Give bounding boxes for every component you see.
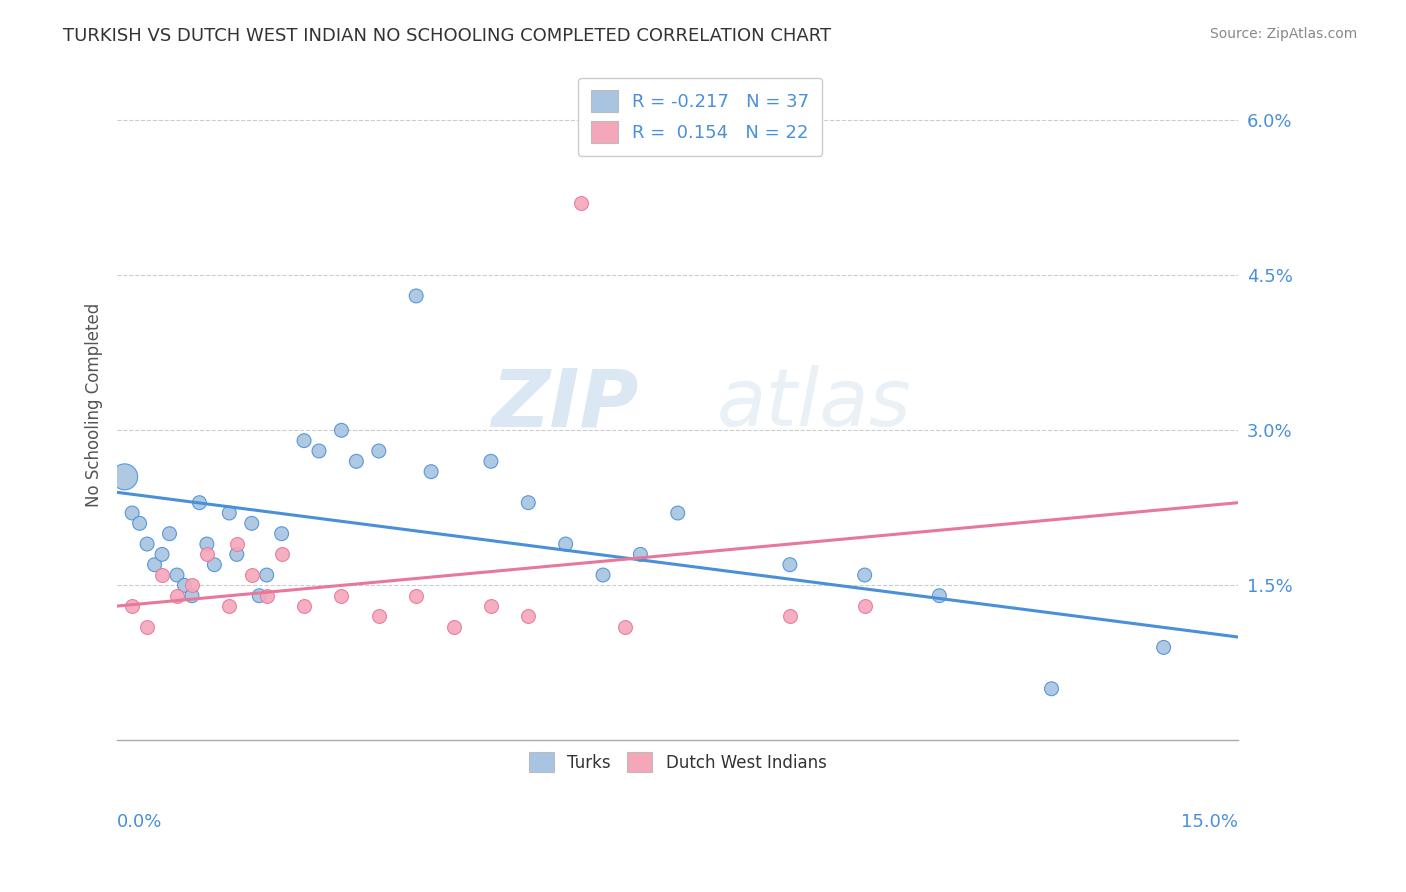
Point (225, 537, 247, 551)
Point (173, 578, 195, 592)
Point (554, 537, 576, 551)
Point (270, 547, 292, 561)
Text: TURKISH VS DUTCH WEST INDIAN NO SCHOOLING COMPLETED CORRELATION CHART: TURKISH VS DUTCH WEST INDIAN NO SCHOOLIN… (63, 27, 831, 45)
Point (166, 568, 188, 582)
Point (247, 589, 270, 603)
Point (136, 620, 159, 634)
Text: Source: ZipAtlas.com: Source: ZipAtlas.com (1209, 27, 1357, 41)
Point (202, 558, 225, 572)
Point (188, 496, 211, 510)
Text: 0.0%: 0.0% (117, 813, 163, 830)
Point (479, 599, 502, 613)
Point (240, 516, 263, 531)
Point (292, 599, 315, 613)
Text: 15.0%: 15.0% (1181, 813, 1239, 830)
Point (344, 454, 367, 468)
Point (143, 558, 166, 572)
Point (181, 578, 204, 592)
Point (614, 620, 637, 634)
Point (195, 537, 218, 551)
Point (479, 454, 502, 468)
Point (779, 609, 801, 624)
Point (121, 599, 143, 613)
Point (420, 465, 443, 479)
Point (443, 620, 465, 634)
Point (517, 609, 540, 624)
Point (1153, 640, 1175, 655)
Legend: Turks, Dutch West Indians: Turks, Dutch West Indians (522, 746, 834, 779)
Point (150, 568, 173, 582)
Point (256, 589, 278, 603)
Y-axis label: No Schooling Completed: No Schooling Completed (86, 302, 103, 507)
Point (121, 506, 143, 520)
Point (1040, 681, 1063, 696)
Point (405, 589, 427, 603)
Point (628, 547, 651, 561)
Point (569, 195, 592, 210)
Point (128, 516, 150, 531)
Point (256, 568, 278, 582)
Point (218, 506, 240, 520)
Point (853, 599, 876, 613)
Point (218, 599, 240, 613)
Point (159, 526, 181, 541)
Point (292, 434, 315, 448)
Point (592, 568, 614, 582)
Point (195, 547, 218, 561)
Point (666, 506, 689, 520)
Text: ZIP: ZIP (491, 366, 638, 443)
Point (330, 589, 353, 603)
Point (270, 526, 292, 541)
Point (181, 589, 204, 603)
Point (308, 444, 330, 458)
Point (853, 568, 876, 582)
Point (517, 496, 540, 510)
Point (367, 444, 389, 458)
Point (779, 558, 801, 572)
Point (405, 289, 427, 303)
Text: atlas: atlas (717, 366, 911, 443)
Point (150, 547, 173, 561)
Point (928, 589, 950, 603)
Point (166, 589, 188, 603)
Point (225, 547, 247, 561)
Point (114, 470, 136, 484)
Point (367, 609, 389, 624)
Point (136, 537, 159, 551)
Point (330, 423, 353, 437)
Point (240, 568, 263, 582)
